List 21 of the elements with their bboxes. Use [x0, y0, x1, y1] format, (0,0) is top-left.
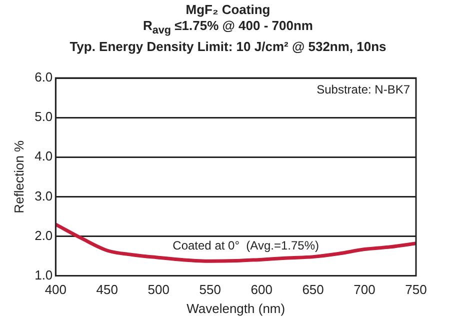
chart-subtitle: R$_{avg}$ ≤1.75% @ 400 - 700nm Typ. Energy Density Limit: 10 J/cm² @ 532nm, 10ns	[68, 18, 388, 55]
x-axis-title: Wavelength (nm)	[186, 300, 286, 316]
y-tick-label: 6.0	[34, 70, 53, 85]
y-tick-label: 1.0	[34, 267, 53, 282]
x-tick-label: 700	[354, 282, 376, 298]
chart-title: MgF₂ Coating	[184, 2, 272, 18]
y-tick-label: 4.0	[34, 148, 53, 164]
annotation: Coated at 0° (Avg.=1.75%)	[172, 238, 320, 252]
y-axis-title: Reflection %	[11, 140, 26, 214]
x-tick-label: 650	[302, 282, 324, 298]
line-series	[56, 222, 416, 263]
x-tick-label: 500	[148, 282, 170, 298]
y-tick-label: 2.0	[34, 228, 53, 243]
y-tick-label: 5.0	[34, 109, 53, 124]
y-tick-label: 3.0	[34, 188, 53, 204]
x-tick-label: 550	[199, 282, 221, 298]
x-tick-label: 600	[250, 282, 272, 298]
x-tick-label: 750	[405, 282, 427, 298]
annotation: Substrate: N-BK7	[316, 82, 410, 96]
x-tick-label: 400	[44, 282, 67, 298]
x-tick-label: 450	[96, 282, 118, 298]
